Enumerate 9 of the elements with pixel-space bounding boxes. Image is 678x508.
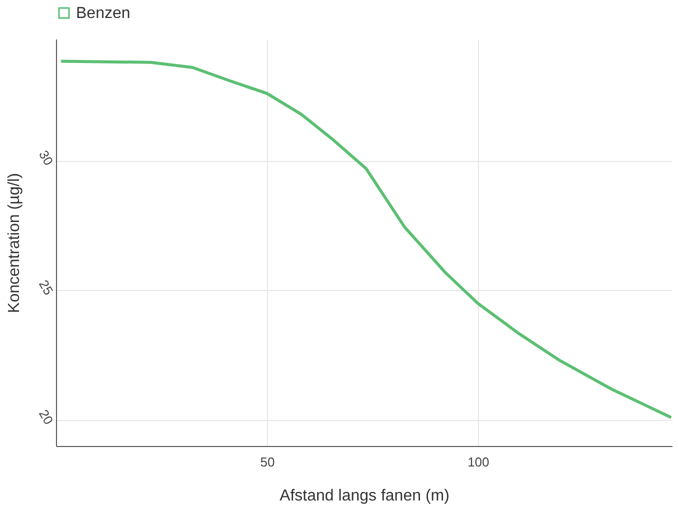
x-tick-label: 100 (468, 454, 490, 470)
y-tick-label: 25 (36, 277, 56, 298)
x-tick-label: 50 (260, 454, 275, 470)
y-tick-label: 30 (36, 148, 56, 168)
y-axis-title: Koncentration (µg/l) (6, 173, 24, 313)
line-series (60, 60, 673, 419)
x-axis-title: Afstand langs fanen (m) (280, 488, 450, 504)
y-tick-label: 20 (36, 407, 56, 428)
legend-label: Benzen (76, 5, 130, 22)
